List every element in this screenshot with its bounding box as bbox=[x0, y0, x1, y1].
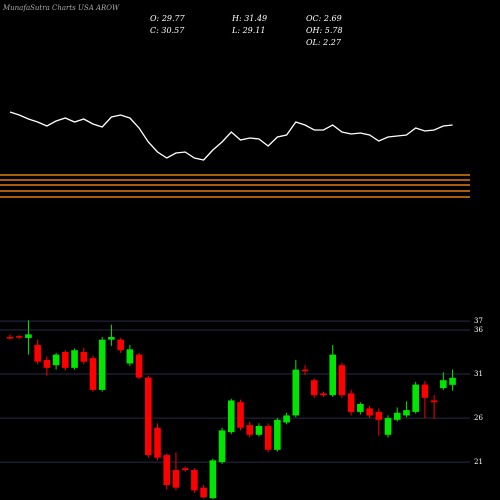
y-tick-label: 26 bbox=[474, 414, 483, 422]
candle-body bbox=[227, 400, 235, 433]
stat-label: OC: bbox=[306, 14, 322, 23]
candle-body bbox=[163, 455, 171, 486]
candle-body bbox=[440, 380, 447, 389]
stat: H: 31.49 bbox=[231, 14, 267, 23]
stat-label: C: bbox=[150, 26, 159, 35]
candle-body bbox=[34, 344, 41, 362]
candle-body bbox=[393, 412, 401, 420]
stat-label: H: bbox=[231, 14, 242, 23]
candle-body bbox=[181, 468, 189, 471]
candle-body bbox=[191, 470, 198, 491]
candle-body bbox=[375, 411, 383, 420]
candle-body bbox=[449, 377, 456, 385]
candle-body bbox=[329, 354, 336, 396]
candle-body bbox=[237, 402, 244, 428]
candle-body bbox=[347, 393, 355, 412]
candle-body bbox=[62, 352, 69, 368]
candle-body bbox=[25, 334, 32, 338]
candle-body bbox=[366, 408, 373, 416]
stat-value: 29.11 bbox=[242, 26, 266, 35]
candle-body bbox=[283, 415, 290, 423]
candle-body bbox=[6, 337, 14, 339]
stat-value: 30.57 bbox=[161, 26, 185, 35]
stat: OC: 2.69 bbox=[306, 14, 342, 23]
candle-body bbox=[172, 470, 180, 488]
candle-body bbox=[320, 393, 327, 396]
candle-body bbox=[430, 400, 438, 403]
candle-body bbox=[255, 426, 263, 435]
candle-body bbox=[218, 430, 226, 463]
stat-label: OH: bbox=[306, 26, 323, 35]
stat-label: O: bbox=[150, 14, 160, 23]
candle-body bbox=[338, 365, 346, 396]
candle-body bbox=[301, 369, 309, 372]
candle-body bbox=[154, 427, 161, 458]
candle-body bbox=[357, 403, 364, 412]
candle-body bbox=[403, 410, 410, 416]
y-tick-label: 36 bbox=[474, 326, 483, 334]
y-tick-label: 21 bbox=[474, 458, 483, 466]
candle-body bbox=[145, 377, 152, 456]
stat-value: 2.27 bbox=[322, 38, 342, 47]
candle-body bbox=[52, 354, 60, 366]
candle-body bbox=[384, 418, 392, 435]
stat-value: 5.78 bbox=[325, 26, 343, 35]
stat-value: 31.49 bbox=[244, 14, 267, 23]
candle-body bbox=[126, 349, 134, 364]
candle-body bbox=[43, 359, 51, 368]
candle-body bbox=[200, 487, 207, 498]
stat-value: 2.69 bbox=[323, 14, 342, 23]
candle-body bbox=[108, 337, 115, 340]
y-tick-label: 31 bbox=[474, 370, 483, 378]
candle-body bbox=[98, 339, 106, 390]
stat: O: 29.77 bbox=[150, 14, 186, 23]
candle-body bbox=[209, 460, 217, 499]
candle-body bbox=[246, 425, 254, 435]
stat: L: 29.11 bbox=[231, 26, 265, 35]
stat-label: L: bbox=[231, 26, 240, 35]
chart-title: MunafaSutra Charts USA AROW bbox=[2, 4, 120, 12]
indicator-line bbox=[9, 111, 453, 161]
candle-body bbox=[274, 419, 281, 450]
candle-body bbox=[89, 358, 97, 390]
candle-body bbox=[117, 339, 124, 351]
stat-label: OL: bbox=[306, 38, 321, 47]
candle-body bbox=[135, 354, 143, 378]
stat-value: 29.77 bbox=[161, 14, 186, 23]
candle-body bbox=[264, 426, 272, 450]
candle-body bbox=[80, 352, 88, 362]
stat: C: 30.57 bbox=[150, 26, 185, 35]
candle-body bbox=[292, 369, 300, 416]
stat: OH: 5.78 bbox=[306, 26, 343, 35]
candle-body bbox=[421, 384, 429, 398]
stat: OL: 2.27 bbox=[306, 38, 342, 47]
candle-body bbox=[15, 336, 23, 338]
candle-body bbox=[310, 380, 318, 396]
y-tick-label: 37 bbox=[474, 317, 483, 325]
candle-body bbox=[412, 384, 419, 412]
candle-body bbox=[71, 350, 78, 368]
